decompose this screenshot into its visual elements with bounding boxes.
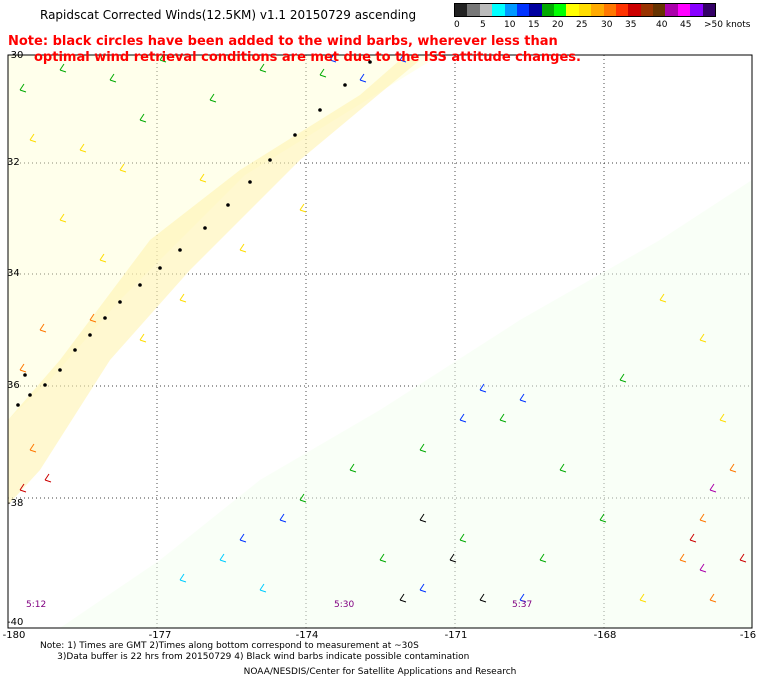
footnote: Note: 1) Times are GMT 2)Times along bot…	[40, 641, 469, 663]
map-frame	[7, 54, 753, 629]
legend-label-0: 0	[454, 20, 460, 30]
lon-tick-171: -171	[444, 630, 468, 641]
legend-label-20: 20	[552, 20, 564, 30]
lon-tick-168: -168	[593, 630, 617, 641]
legend-swatch	[529, 4, 542, 16]
legend-label-15: 15	[528, 20, 540, 30]
lat-tick-38: -38	[7, 498, 24, 509]
legend-swatch	[541, 4, 554, 16]
footnote-line-2: 3)Data buffer is 22 hrs from 20150729 4)…	[40, 652, 470, 662]
lon-tick-180: -180	[2, 630, 26, 641]
note-line-2: optimal wind retrieval conditions are me…	[34, 50, 581, 65]
legend-swatch	[677, 4, 691, 16]
legend-swatch	[492, 4, 505, 16]
legend-swatch	[467, 4, 480, 16]
legend-label-10: 10	[504, 20, 516, 30]
lat-tick-36: 36	[7, 380, 20, 391]
legend-swatch	[554, 4, 567, 16]
legend-swatch	[591, 4, 604, 16]
legend-swatch	[479, 4, 493, 16]
legend-label-50-knots: >50 knots	[704, 20, 751, 30]
lon-tick-165: -16	[739, 630, 757, 641]
suboptimal-circles	[16, 60, 372, 407]
legend-swatch	[603, 4, 616, 16]
credit-line: NOAA/NESDIS/Center for Satellite Applica…	[243, 667, 517, 677]
legend-swatch	[653, 4, 666, 16]
legend-label-5: 5	[480, 20, 486, 30]
legend-swatch	[516, 4, 530, 16]
lat-tick-34: 34	[7, 268, 20, 279]
attitude-note: Note: black circles have been added to t…	[8, 34, 581, 66]
note-line-1: Note: black circles have been added to t…	[8, 34, 558, 49]
legend-label-35: 35	[625, 20, 637, 30]
swath-right-triangle	[60, 180, 752, 628]
wind-speed-legend: 0 5 10 15 20 25 30 35 40 45 >50 knots	[454, 3, 751, 37]
swath-upper-band	[8, 55, 440, 420]
legend-label-30: 30	[601, 20, 613, 30]
map-title: Rapidscat Corrected Winds(12.5KM) v1.1 2…	[40, 8, 417, 22]
legend-swatch	[566, 4, 579, 16]
time-label-512: 5:12	[26, 600, 47, 610]
legend-swatch	[578, 4, 592, 16]
legend-swatch	[690, 4, 703, 16]
legend-swatch	[665, 4, 678, 16]
legend-label-45: 45	[680, 20, 692, 30]
wind-barbs	[19, 53, 747, 603]
lat-tick-32: 32	[7, 157, 20, 168]
legend-color-bar	[454, 3, 716, 17]
legend-swatch	[455, 4, 468, 16]
legend-label-40: 40	[656, 20, 668, 30]
footnote-line-1: Note: 1) Times are GMT 2)Times along bot…	[40, 641, 419, 651]
lon-tick-177: -177	[148, 630, 172, 641]
legend-label-25: 25	[576, 20, 588, 30]
legend-swatch	[702, 4, 715, 16]
legend-swatch	[640, 4, 653, 16]
lon-tick-174: -174	[295, 630, 319, 641]
time-label-537: 5:37	[512, 600, 533, 610]
legend-swatch	[628, 4, 641, 16]
legend-swatch	[615, 4, 629, 16]
legend-swatch	[504, 4, 517, 16]
lat-tick-40: -40	[7, 617, 24, 628]
time-label-530: 5:30	[334, 600, 355, 610]
lat-tick-30: -30	[7, 50, 24, 61]
